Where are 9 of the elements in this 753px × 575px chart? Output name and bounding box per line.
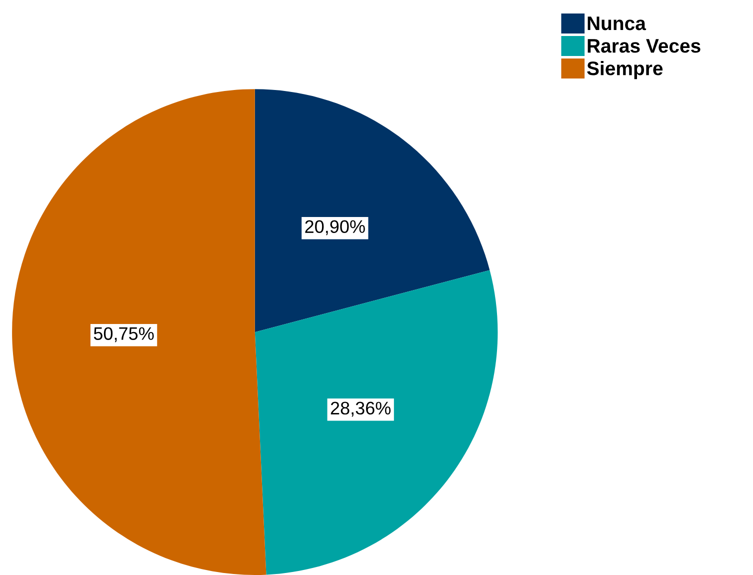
legend-label: Nunca	[588, 16, 646, 30]
data-label: 20,90%	[305, 220, 365, 236]
pie-slice	[254, 89, 490, 332]
pie-slice	[12, 89, 266, 575]
data-label: 50,75%	[94, 327, 154, 342]
legend-label: Raras Veces	[588, 39, 700, 53]
data-label: 28,36%	[330, 402, 391, 417]
pie-slice	[254, 270, 498, 575]
legend-label: Siempre	[587, 60, 663, 80]
